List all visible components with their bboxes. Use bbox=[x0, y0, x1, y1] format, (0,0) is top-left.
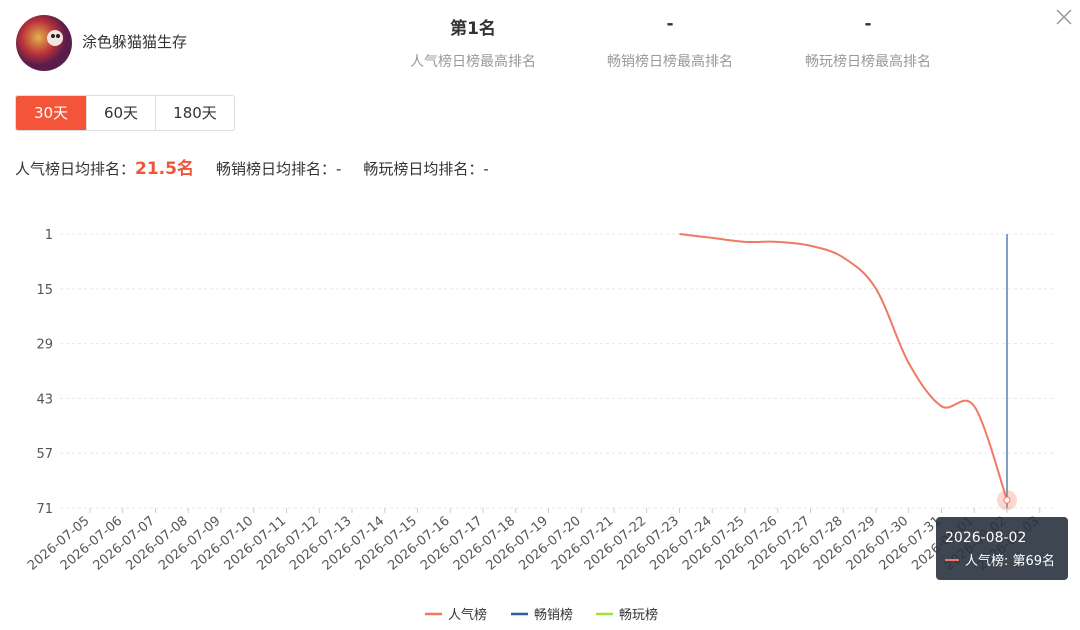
avg-value: 21.5名 bbox=[135, 159, 194, 179]
tab[interactable]: 180天 bbox=[155, 96, 234, 130]
y-tick-label: 43 bbox=[36, 392, 53, 407]
stat-value: 第1名 bbox=[450, 19, 496, 39]
legend-item: 畅销榜 bbox=[511, 607, 573, 623]
legend-item: 畅玩榜 bbox=[596, 607, 658, 623]
average-ranks: 人气榜日均排名： 21.5名 畅销榜日均排名： - 畅玩榜日均排名： - bbox=[15, 154, 511, 179]
avg-label: 畅销榜日均排名： bbox=[215, 160, 336, 178]
tooltip-title: 2026-08-02 bbox=[945, 530, 1026, 546]
stat-value: - bbox=[864, 14, 872, 34]
tooltip-text: 人气榜: 第69名 bbox=[965, 553, 1055, 569]
stat-label: 人气榜日榜最高排名 bbox=[410, 54, 536, 70]
stat-value: - bbox=[666, 14, 674, 34]
legend-label: 人气榜 bbox=[448, 607, 487, 623]
tooltip-box bbox=[936, 517, 1068, 580]
y-tick-label: 71 bbox=[36, 502, 53, 517]
hover-point bbox=[1003, 496, 1011, 504]
y-tick-label: 15 bbox=[36, 283, 53, 298]
tab[interactable]: 60天 bbox=[86, 96, 155, 130]
stat-label: 畅销榜日榜最高排名 bbox=[607, 54, 733, 70]
y-tick-label: 57 bbox=[36, 447, 53, 462]
app-icon bbox=[16, 15, 72, 71]
avg-value: - bbox=[335, 160, 342, 178]
tab-bar: 30天 60天 180天 bbox=[15, 95, 235, 131]
close-button[interactable] bbox=[1055, 8, 1073, 26]
y-tick-label: 29 bbox=[36, 338, 53, 353]
tooltip: 2026-08-02 人气榜: 第69名 bbox=[936, 517, 1068, 580]
tab[interactable]: 30天 bbox=[16, 96, 86, 130]
avg-label: 畅玩榜日均排名： bbox=[363, 160, 484, 178]
y-tick-label: 1 bbox=[45, 228, 53, 243]
app-name: 涂色躲猫猫生存 bbox=[82, 33, 188, 51]
legend-item: 人气榜 bbox=[425, 607, 487, 623]
legend-label: 畅销榜 bbox=[534, 607, 573, 623]
avg-label: 人气榜日均排名： bbox=[15, 160, 136, 178]
legend-label: 畅玩榜 bbox=[619, 607, 658, 623]
stat-label: 畅玩榜日榜最高排名 bbox=[805, 54, 931, 70]
avg-value: - bbox=[483, 160, 489, 178]
series-line bbox=[679, 233, 1008, 501]
